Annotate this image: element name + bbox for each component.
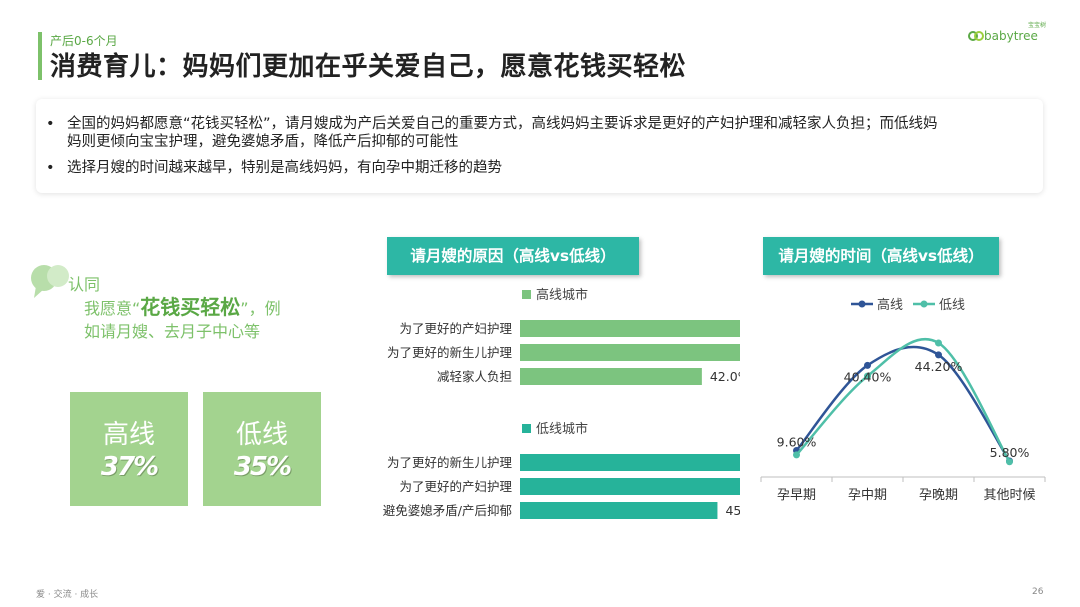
- timing-chart-header: 请月嫂的时间（高线vs低线）: [763, 237, 999, 275]
- x-tick-label: 孕晚期: [919, 488, 958, 503]
- summary-box: • 全国的妈妈都愿意“花钱买轻松”，请月嫂成为产后关爱自己的重要方式，高线妈妈主…: [36, 99, 1043, 193]
- section-subtitle: 产后0-6个月: [50, 34, 118, 48]
- page-title: 消费育儿：妈妈们更加在乎关爱自己，愿意花钱买轻松: [50, 52, 687, 82]
- summary-bullet-2: 选择月嫂的时间越来越早，特别是高线妈妈，有向孕中期迁移的趋势: [67, 160, 502, 176]
- bar-category-label: 减轻家人负担: [437, 369, 512, 384]
- series-line: [795, 345, 1011, 462]
- title-accent-bar: [38, 32, 42, 80]
- bar: [520, 502, 718, 519]
- babytree-logo: babytree 宝宝树: [968, 22, 1048, 48]
- stat-box-low: 低线 35%: [203, 392, 321, 506]
- bar-value-label: 42.0%: [710, 369, 740, 384]
- bar: [520, 368, 702, 385]
- page-number: 26: [1032, 587, 1044, 597]
- logo-text: babytree: [984, 29, 1038, 43]
- x-tick-label: 孕中期: [848, 488, 887, 503]
- bar-category-label: 为了更好的新生儿护理: [387, 455, 513, 470]
- quote-emphasis: 花钱买轻松: [140, 295, 241, 319]
- legend-label: 高线: [877, 297, 903, 313]
- legend-marker: [858, 300, 866, 308]
- bar-category-label: 为了更好的产妇护理: [399, 479, 512, 494]
- data-point: [935, 339, 942, 347]
- data-point: [864, 361, 871, 369]
- x-tick-label: 其他时候: [983, 488, 1035, 503]
- legend-label: 低线: [939, 298, 965, 313]
- data-label: 5.80%: [990, 445, 1030, 460]
- summary-bullet-1-line-2: 妈则更倾向宝宝护理，避免婆媳矛盾，降低产后抑郁的可能性: [67, 134, 459, 150]
- footer-slogan: 爱 · 交流 · 成长: [36, 590, 99, 600]
- data-point: [1006, 458, 1013, 466]
- data-label: 9.60%: [777, 434, 817, 449]
- x-tick-label: 孕早期: [777, 488, 816, 503]
- bullet-dot: •: [46, 160, 55, 176]
- logo-icon: [968, 31, 984, 41]
- series-line: [795, 337, 1011, 463]
- bar-category-label: 为了更好的产妇护理: [399, 321, 512, 336]
- legend-swatch: [522, 290, 531, 299]
- legend-label: 高线城市: [536, 287, 588, 303]
- bar: [520, 478, 740, 495]
- stat-label-high: 高线: [102, 420, 155, 450]
- bar: [520, 344, 740, 361]
- legend-marker: [920, 300, 928, 308]
- quote-suffix: ”，例: [240, 299, 281, 318]
- bar-category-label: 避免婆媳矛盾/产后抑郁: [383, 503, 512, 518]
- summary-bullet-1-line-1: 全国的妈妈都愿意“花钱买轻松”，请月嫂成为产后关爱自己的重要方式，高线妈妈主要诉…: [67, 116, 938, 132]
- data-point: [935, 351, 942, 359]
- quote-bubble-icon: [31, 265, 69, 298]
- logo-small-text: 宝宝树: [1028, 22, 1047, 29]
- bar: [520, 454, 740, 471]
- data-point: [864, 372, 871, 380]
- stat-value-high: 37%: [100, 452, 159, 482]
- bar-value-label: 45.6%: [725, 503, 740, 518]
- quote-line-2: 如请月嫂、去月子中心等: [84, 322, 261, 341]
- data-label: 44.20%: [915, 359, 963, 374]
- quote-line-1: 我愿意“花钱买轻松”，例: [84, 291, 281, 320]
- agree-label: 认同: [68, 275, 101, 294]
- bullet-dot: •: [46, 116, 55, 132]
- data-point: [793, 451, 800, 459]
- bar-category-label: 为了更好的新生儿护理: [387, 345, 513, 360]
- reasons-bar-chart: 高线城市为了更好的产妇护理72.5%为了更好的新生儿护理65.2%减轻家人负担4…: [383, 287, 740, 519]
- bar: [520, 320, 740, 337]
- stat-box-high: 高线 37%: [70, 392, 188, 506]
- legend-label: 低线城市: [536, 421, 588, 437]
- stat-label-low: 低线: [235, 420, 288, 450]
- quote-prefix: 我愿意“: [84, 299, 141, 318]
- stat-value-low: 35%: [233, 452, 292, 482]
- data-label: 40.40%: [844, 369, 892, 384]
- reasons-chart-header: 请月嫂的原因（高线vs低线）: [387, 237, 639, 275]
- legend-swatch: [522, 424, 531, 433]
